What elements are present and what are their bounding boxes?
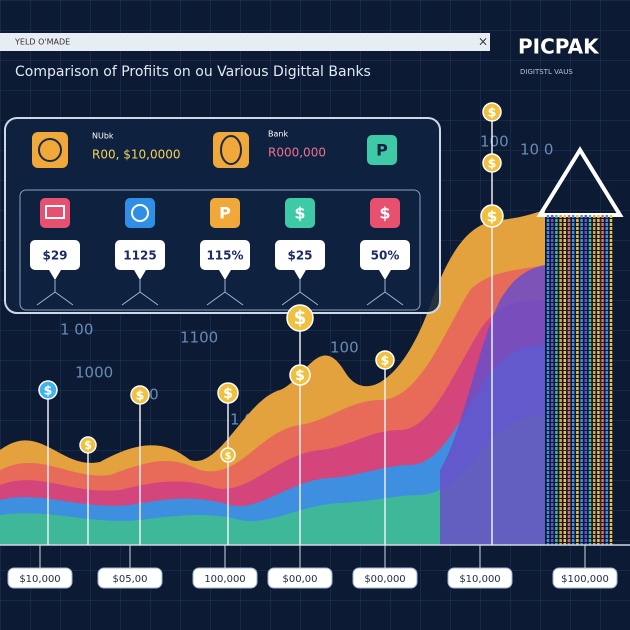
wave-green [0, 415, 545, 545]
tile-icon [125, 198, 155, 228]
bank-icon-glyph [38, 138, 62, 162]
coin [289, 364, 311, 386]
bank-icon-glyph [220, 135, 242, 165]
tile-value-box [360, 240, 410, 270]
brand: PICPAK [518, 35, 600, 59]
close-button[interactable]: × [478, 35, 488, 49]
card-label: NUbk [92, 132, 114, 141]
tile-pointer [219, 270, 231, 280]
wave-blue [0, 345, 545, 545]
tile-pointer [379, 270, 391, 280]
coin-symbol: $ [488, 105, 497, 120]
bank-icon [32, 132, 68, 168]
x-label: $10,000 [459, 574, 500, 585]
background-digits: 10 0 [520, 141, 553, 159]
tile-icon [210, 198, 240, 228]
card-amount: R00, $10,0000 [92, 148, 181, 162]
arrow-head [536, 146, 624, 217]
tile-value-box [200, 240, 250, 270]
tile-value: 50% [371, 249, 400, 263]
tile-connector [281, 280, 319, 306]
coin-symbol: $ [488, 156, 497, 171]
tile-connector [206, 280, 244, 306]
x-label: 100,000 [204, 574, 245, 585]
brand-subtitle: DIGITSTL VAUS [520, 68, 573, 76]
coin-symbol: $ [136, 388, 145, 403]
coin [79, 436, 97, 454]
tile-connector [121, 280, 159, 306]
x-label: $00,00 [283, 574, 318, 585]
dynamic-layer: $29 1125 115% $25 50% P $ $ $ $ $ $ $ $ $ $ $ $ $ $10,000 $0… [7, 102, 618, 589]
tile-connector [366, 280, 404, 306]
tile-icon-glyph: $ [294, 204, 305, 223]
tile-value: $25 [287, 249, 312, 263]
coin-symbol: $ [44, 383, 53, 398]
tile-connector [36, 280, 74, 306]
tile-panel [19, 189, 421, 311]
coin [482, 153, 502, 173]
tile-icon [40, 198, 70, 228]
coin [38, 380, 58, 400]
x-label: $100,000 [561, 574, 609, 585]
tile-value: $29 [42, 249, 67, 263]
background-digits: 1100 [180, 329, 218, 347]
coin [217, 382, 239, 404]
background-digits: 100 [330, 339, 359, 357]
x-label: $10,000 [19, 574, 60, 585]
coin-symbol: $ [294, 308, 307, 329]
tile-icon-glyph [45, 205, 65, 219]
tile-pointer [134, 270, 146, 280]
coin-symbol: $ [487, 208, 498, 226]
tile-value-box [115, 240, 165, 270]
coin-symbol: $ [223, 386, 233, 402]
coin-symbol: $ [84, 439, 92, 452]
coin [375, 350, 395, 370]
tile-icon-glyph: $ [379, 204, 390, 223]
tile-icon [285, 198, 315, 228]
coin [130, 385, 150, 405]
coin-symbol: $ [381, 353, 390, 368]
bank-icon [213, 132, 249, 168]
coin [220, 447, 236, 463]
background-digits: 1000 [75, 364, 113, 382]
tile-icon-glyph: P [219, 204, 231, 223]
page-title: Comparison of Profiits on ou Various Dig… [15, 64, 371, 80]
coin-symbol: $ [225, 451, 232, 462]
window-bar [0, 33, 490, 51]
growth-arrow [536, 146, 624, 545]
tile-value: 115% [206, 249, 243, 263]
tile-pointer [294, 270, 306, 280]
bank-icon-glyph: P [376, 141, 388, 160]
background-digits: 100 [480, 133, 509, 151]
coin-symbol: $ [295, 368, 305, 384]
x-label: $00,000 [364, 574, 405, 585]
bank-icon [367, 135, 397, 165]
window-title: YELD O'MADE [14, 38, 70, 47]
tile-value: 1125 [123, 249, 156, 263]
tile-pointer [49, 270, 61, 280]
coin [482, 102, 502, 122]
tile-value-box [275, 240, 325, 270]
background-digits: 1 00 [60, 321, 93, 339]
coin [480, 204, 504, 228]
tile-icon [370, 198, 400, 228]
coin [286, 304, 314, 332]
x-label: $05,00 [113, 574, 148, 585]
card-label: Bank [268, 130, 288, 139]
card-amount: R000,000 [268, 146, 326, 160]
tile-icon-glyph [131, 204, 149, 222]
tile-value-box [30, 240, 80, 270]
